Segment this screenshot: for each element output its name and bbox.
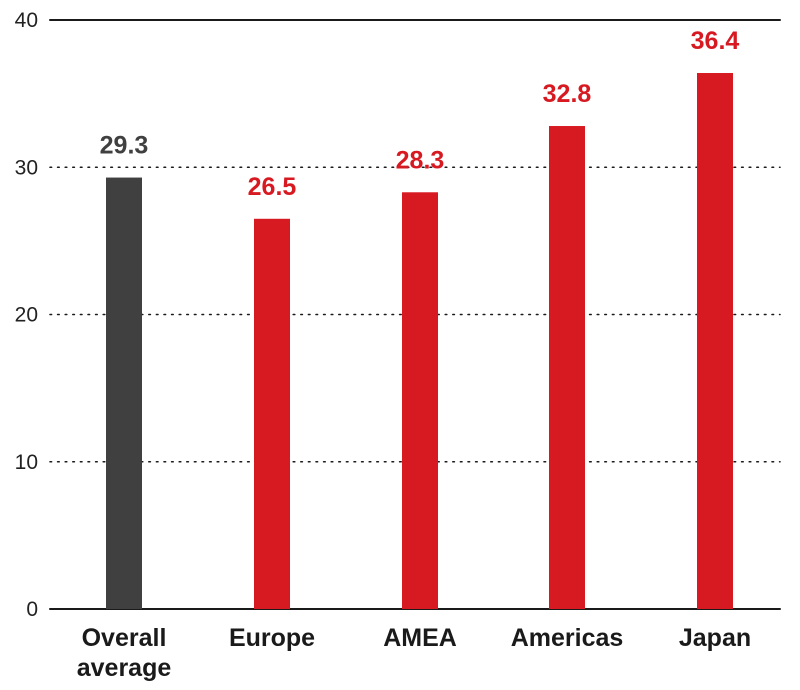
y-tick-label-20: 20 bbox=[15, 304, 38, 327]
value-label-overall-average: 29.3 bbox=[100, 132, 149, 160]
category-label-overall-average-line-1: Overall bbox=[82, 624, 167, 652]
category-label-japan: Japan bbox=[679, 624, 751, 652]
value-label-amea: 28.3 bbox=[396, 146, 445, 174]
value-labels: 29.3 26.5 28.3 32.8 36.4 bbox=[100, 27, 740, 201]
bars bbox=[106, 73, 733, 610]
value-label-japan: 36.4 bbox=[691, 27, 740, 55]
y-tick-label-40: 40 bbox=[15, 9, 38, 32]
y-tick-label-10: 10 bbox=[15, 451, 38, 474]
y-axis-tick-labels: 0 10 20 30 40 bbox=[15, 9, 38, 621]
bar-japan bbox=[697, 73, 733, 609]
value-label-europe: 26.5 bbox=[248, 173, 297, 201]
bar-amea bbox=[402, 192, 438, 609]
category-label-overall-average-line-2: average bbox=[77, 654, 172, 682]
bar-europe bbox=[254, 218, 290, 609]
category-label-europe: Europe bbox=[229, 624, 315, 652]
bar-overall-average bbox=[106, 177, 142, 609]
category-label-americas: Americas bbox=[511, 624, 624, 652]
category-label-amea: AMEA bbox=[383, 624, 457, 652]
y-tick-label-30: 30 bbox=[15, 156, 38, 179]
y-tick-label-0: 0 bbox=[26, 598, 38, 621]
bar-americas bbox=[549, 126, 585, 610]
value-label-americas: 32.8 bbox=[543, 80, 592, 108]
